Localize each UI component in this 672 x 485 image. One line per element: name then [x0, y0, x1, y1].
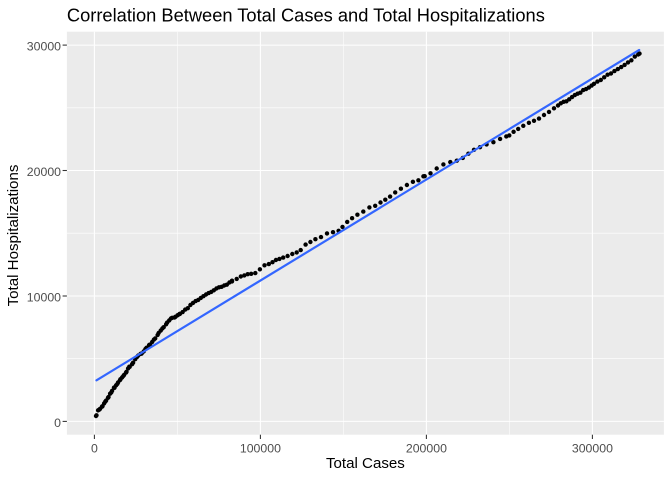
- svg-text:Correlation Between Total Case: Correlation Between Total Cases and Tota…: [67, 5, 545, 26]
- svg-text:200000: 200000: [406, 442, 447, 456]
- svg-text:20000: 20000: [27, 165, 61, 179]
- svg-text:Total Cases: Total Cases: [326, 455, 405, 472]
- svg-text:300000: 300000: [572, 442, 613, 456]
- svg-text:0: 0: [54, 416, 61, 430]
- svg-text:100000: 100000: [240, 442, 281, 456]
- svg-text:0: 0: [91, 442, 98, 456]
- svg-text:Total Hospitalizations: Total Hospitalizations: [5, 165, 22, 307]
- svg-text:30000: 30000: [27, 40, 61, 54]
- svg-text:10000: 10000: [27, 291, 61, 305]
